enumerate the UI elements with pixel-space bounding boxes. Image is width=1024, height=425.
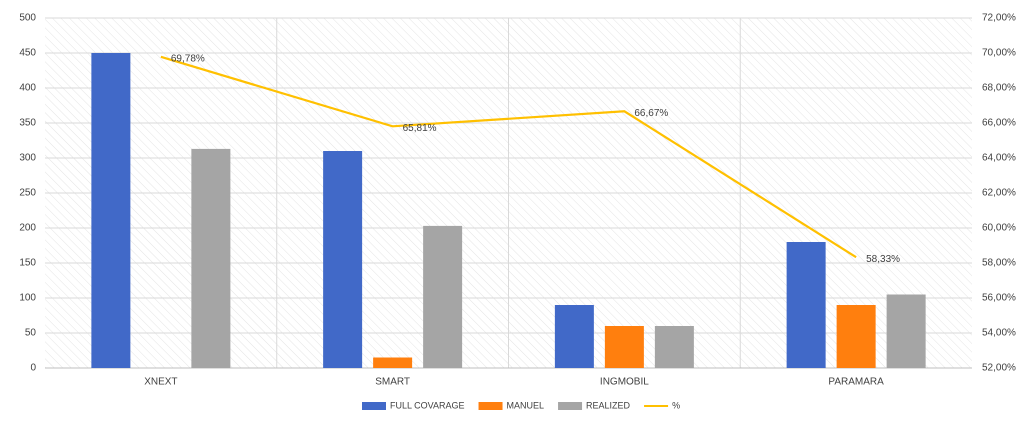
bar: [323, 151, 363, 368]
y2-tick-label: 56,00%: [982, 293, 1016, 304]
bar: [423, 225, 463, 368]
y-tick-label: 50: [25, 328, 37, 339]
bar: [886, 294, 926, 368]
y2-tick-label: 72,00%: [982, 13, 1016, 24]
bar: [654, 326, 694, 368]
legend-label: REALIZED: [586, 400, 631, 410]
y-tick-label: 400: [19, 83, 36, 94]
y2-tick-label: 70,00%: [982, 48, 1016, 59]
legend-label: MANUEL: [507, 400, 545, 410]
x-tick-label: INGMOBIL: [600, 377, 649, 388]
x-tick-label: PARAMARA: [828, 377, 884, 388]
data-label: 69,78%: [171, 53, 205, 64]
bar: [373, 357, 413, 368]
legend-label: %: [672, 400, 680, 410]
y-tick-label: 350: [19, 118, 36, 129]
y-tick-label: 100: [19, 293, 36, 304]
data-label: 66,67%: [634, 108, 668, 119]
y-tick-label: 200: [19, 223, 36, 234]
y2-tick-label: 66,00%: [982, 118, 1016, 129]
legend-swatch: [362, 402, 386, 410]
y2-tick-label: 64,00%: [982, 153, 1016, 164]
y-tick-label: 450: [19, 48, 36, 59]
x-tick-label: SMART: [375, 377, 410, 388]
y2-tick-label: 54,00%: [982, 328, 1016, 339]
y-tick-label: 0: [30, 363, 36, 374]
x-tick-label: XNEXT: [144, 377, 177, 388]
y-tick-label: 250: [19, 188, 36, 199]
y2-tick-label: 58,00%: [982, 258, 1016, 269]
data-label: 65,81%: [403, 123, 437, 134]
legend-swatch: [478, 402, 503, 410]
legend-swatch: [558, 402, 583, 410]
y2-tick-label: 60,00%: [982, 223, 1016, 234]
bar: [554, 305, 594, 368]
y-tick-label: 150: [19, 258, 36, 269]
bar: [786, 242, 826, 368]
bar: [836, 305, 876, 368]
legend-label: FULL COVARAGE: [390, 400, 465, 410]
bar: [191, 148, 231, 368]
y-tick-label: 500: [19, 13, 36, 24]
bar: [604, 326, 644, 368]
y2-tick-label: 68,00%: [982, 83, 1016, 94]
y-tick-label: 300: [19, 153, 36, 164]
data-label: 58,33%: [866, 254, 900, 265]
y2-tick-label: 52,00%: [982, 363, 1016, 374]
line-series: [160, 55, 857, 259]
y2-tick-label: 62,00%: [982, 188, 1016, 199]
bar: [91, 53, 131, 368]
